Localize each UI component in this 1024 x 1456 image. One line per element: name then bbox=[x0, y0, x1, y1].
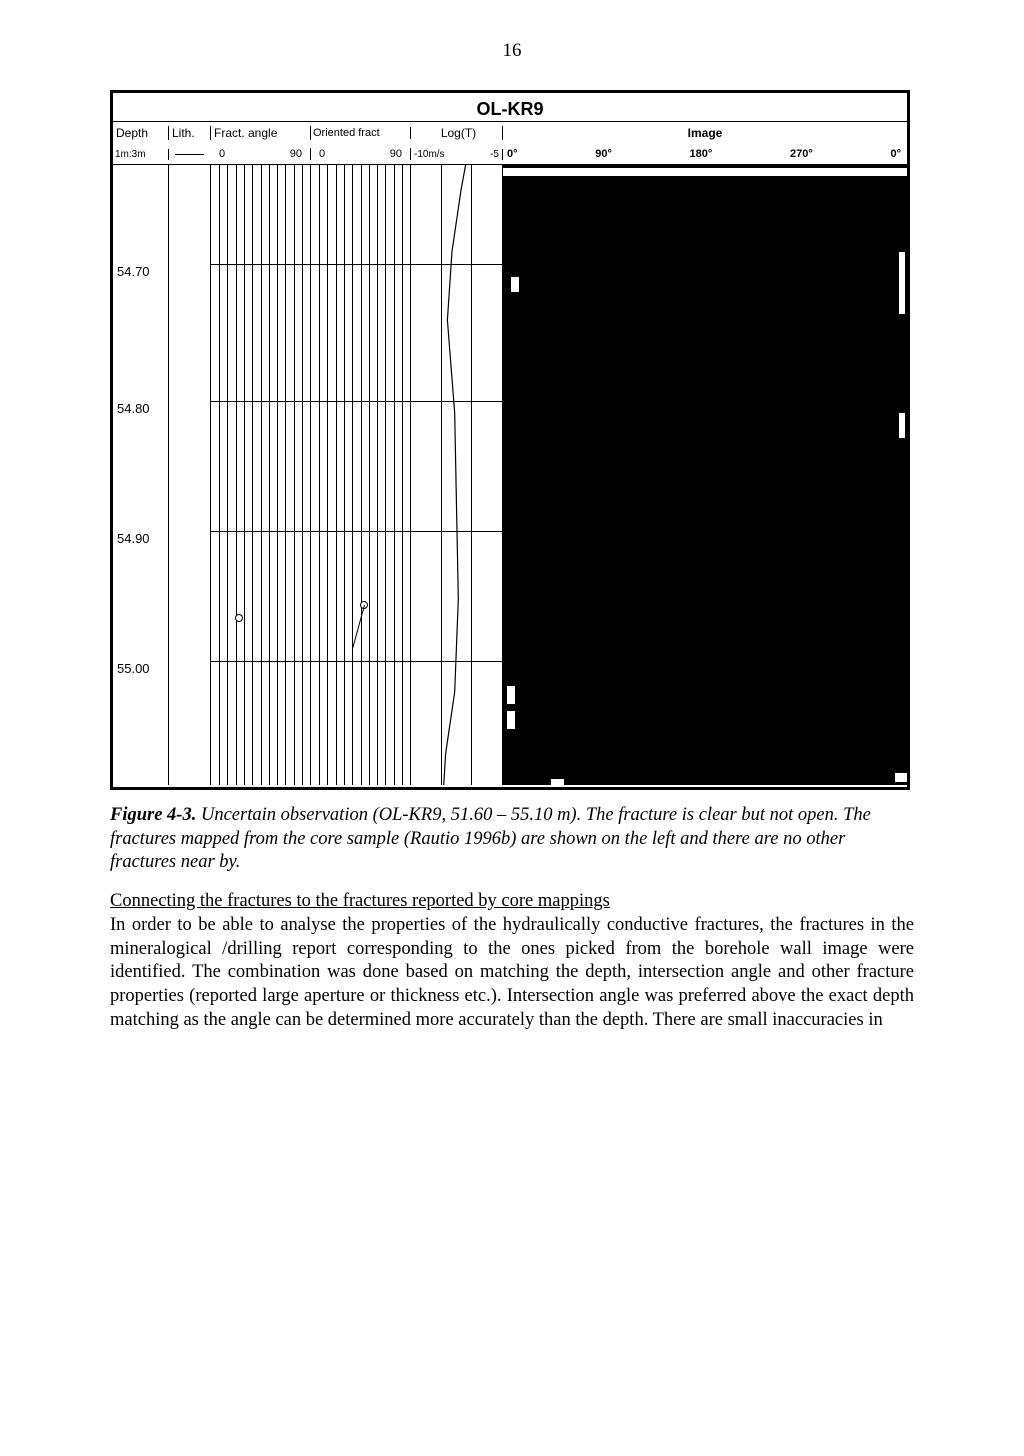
fract-track bbox=[211, 165, 311, 785]
img-tick-0: 0° bbox=[507, 148, 518, 160]
scale-orient: 0 90 bbox=[311, 148, 411, 160]
depth-label: 54.70 bbox=[117, 264, 150, 279]
caption-text: Uncertain observation (OL-KR9, 51.60 – 5… bbox=[110, 805, 871, 872]
logt-track bbox=[411, 165, 503, 785]
fract-min: 0 bbox=[219, 148, 225, 160]
depth-label: 54.90 bbox=[117, 531, 150, 546]
orient-track bbox=[311, 165, 411, 785]
header-depth: Depth bbox=[113, 126, 169, 140]
fract-max: 90 bbox=[290, 148, 302, 160]
img-tick-1: 90° bbox=[595, 148, 612, 160]
depth-track: 54.70 54.80 54.90 55.00 bbox=[113, 165, 169, 785]
section-heading: Connecting the fractures to the fracture… bbox=[110, 891, 914, 912]
image-track bbox=[503, 165, 907, 785]
scale-logt: -10m/s -5 bbox=[411, 149, 503, 160]
figure-caption: Figure 4-3. Uncertain observation (OL-KR… bbox=[110, 804, 914, 875]
chart-plot-area: 54.70 54.80 54.90 55.00 bbox=[113, 165, 907, 785]
page-number: 16 bbox=[110, 40, 914, 62]
figure-label: Figure 4-3. bbox=[110, 805, 196, 825]
img-tick-2: 180° bbox=[690, 148, 713, 160]
orient-max: 90 bbox=[390, 148, 402, 160]
scale-depth: 1m:3m bbox=[113, 149, 169, 160]
header-logt: Log(T) bbox=[411, 126, 503, 140]
chart-scale-row: 1m:3m 0 90 0 90 -10m/s -5 0° 90° 180° 27… bbox=[113, 144, 907, 165]
header-lith: Lith. bbox=[169, 126, 211, 140]
img-tick-3: 270° bbox=[790, 148, 813, 160]
logt-max: -5 bbox=[490, 149, 499, 160]
scale-fract: 0 90 bbox=[211, 148, 311, 160]
well-log-chart: OL-KR9 Depth Lith. Fract. angle Oriented… bbox=[110, 90, 910, 790]
body-paragraph: In order to be able to analyse the prope… bbox=[110, 914, 914, 1032]
depth-label: 54.80 bbox=[117, 401, 150, 416]
scale-image: 0° 90° 180° 270° 0° bbox=[503, 148, 907, 160]
logt-min: -10m/s bbox=[414, 149, 445, 160]
chart-header-row: Depth Lith. Fract. angle Oriented fract … bbox=[113, 121, 907, 144]
img-tick-4: 0° bbox=[890, 148, 901, 160]
header-oriented-fract: Oriented fract bbox=[311, 127, 411, 139]
header-fract-angle: Fract. angle bbox=[211, 126, 311, 140]
orient-min: 0 bbox=[319, 148, 325, 160]
lith-track bbox=[169, 165, 211, 785]
header-image: Image bbox=[503, 126, 907, 140]
chart-title: OL-KR9 bbox=[113, 93, 907, 121]
fract-point bbox=[235, 614, 243, 622]
depth-label: 55.00 bbox=[117, 661, 150, 676]
